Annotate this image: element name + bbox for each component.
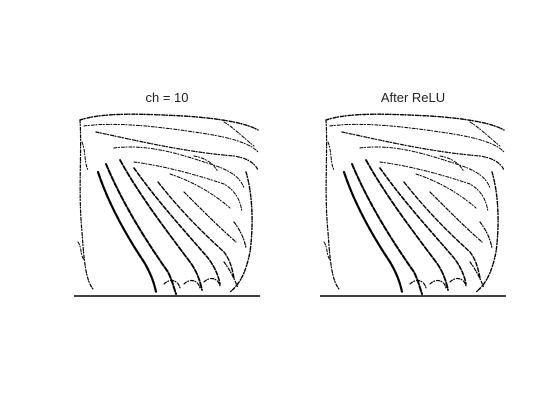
butterfly-wing-edge-map <box>74 113 260 297</box>
panel-title: ch = 10 <box>145 90 189 105</box>
butterfly-wing-edge-map <box>320 113 506 297</box>
feature-map-panel-ch10: ch = 10 <box>74 90 260 300</box>
feature-map-panel-after-relu: After ReLU <box>320 90 506 300</box>
panel-title: After ReLU <box>380 90 446 105</box>
